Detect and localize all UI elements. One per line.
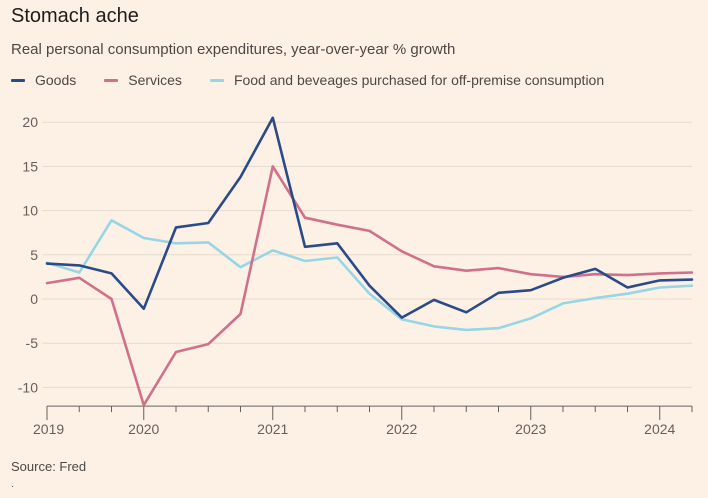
- x-tick-label: 2023: [515, 421, 546, 437]
- x-tick-label: 2022: [386, 421, 417, 437]
- y-tick-label: 5: [30, 247, 38, 263]
- y-tick-label: 0: [30, 291, 38, 307]
- legend-item-services: Services: [104, 72, 182, 88]
- legend-swatch-services: [104, 78, 119, 82]
- gridlines: [42, 121, 692, 388]
- y-tick-label: 15: [22, 158, 38, 174]
- legend-label-food: Food and beveages purchased for off-prem…: [233, 72, 605, 88]
- y-tick-label: 20: [22, 114, 38, 130]
- y-axis-ticks: 20 15 10 5 0 -5 -10: [18, 114, 38, 395]
- legend: Goods Services Food and beveages purchas…: [11, 72, 632, 88]
- y-tick-label: -10: [18, 379, 38, 395]
- x-tick-label: 2020: [128, 421, 159, 437]
- x-tick-label: 2021: [257, 421, 288, 437]
- x-axis: 2019 2020 2021 2022 2023 2024: [33, 405, 693, 437]
- legend-label-services: Services: [128, 72, 182, 88]
- chart-subtitle: Real personal consumption expenditures, …: [11, 41, 456, 58]
- series-lines: [45, 116, 694, 407]
- chart-title: Stomach ache: [11, 5, 139, 27]
- legend-label-goods: Goods: [35, 72, 77, 88]
- series-line-services: [45, 165, 694, 407]
- legend-swatch-food: [209, 78, 224, 82]
- series-line-food: [45, 219, 694, 332]
- legend-item-food: Food and beveages purchased for off-prem…: [209, 72, 605, 88]
- x-tick-label: 2019: [33, 421, 64, 437]
- source-note: Source: Fred: [11, 459, 87, 474]
- footnote-dot: ·: [11, 481, 14, 491]
- legend-swatch-goods: [11, 78, 25, 82]
- y-tick-label: 10: [22, 203, 38, 219]
- legend-item-goods: Goods: [11, 72, 76, 88]
- x-tick-label: 2024: [644, 421, 675, 437]
- series-line-goods: [45, 116, 694, 319]
- y-tick-label: -5: [26, 335, 39, 351]
